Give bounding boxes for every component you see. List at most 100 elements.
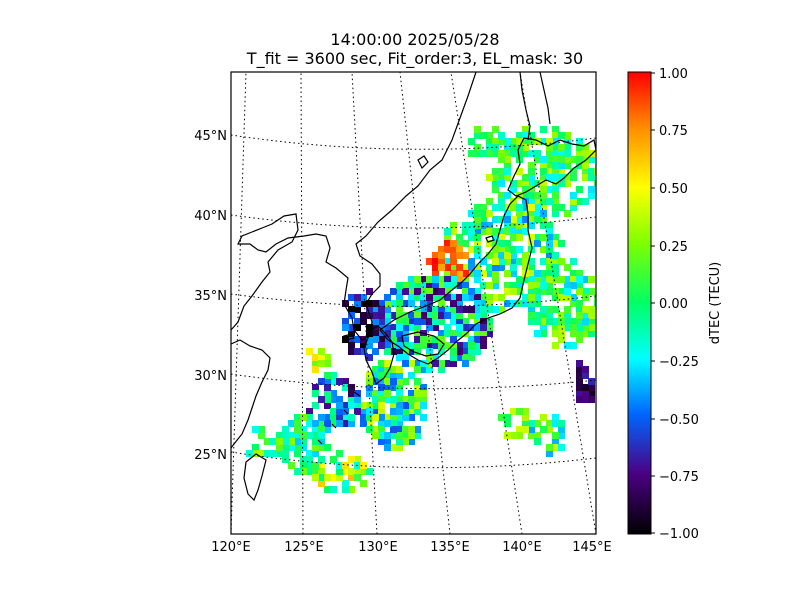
dtec-pixel [462,342,469,349]
dtec-pixel [540,198,547,205]
dtec-pixel [348,348,355,355]
dtec-pixel [540,162,547,169]
dtec-pixel [528,318,535,325]
lon-labels: 120°E 125°E 130°E 135°E 140°E 145°E [211,540,612,555]
dtec-pixel [360,480,367,487]
dtec-pixel [348,420,355,427]
dtec-pixel [552,264,559,271]
dtec-pixel [546,198,553,205]
dtec-pixel [354,318,361,325]
dtec-pixel [396,390,403,397]
dtec-pixel [576,324,583,331]
dtec-pixel [522,258,529,265]
dtec-pixel [564,324,571,331]
dtec-pixel [384,438,391,445]
dtec-pixel [498,174,505,181]
dtec-pixel [516,288,523,295]
dtec-pixel [564,180,571,187]
dtec-pixel [378,402,385,409]
dtec-pixel [480,312,487,319]
dtec-pixel [402,360,409,367]
dtec-pixel [522,216,529,223]
dtec-pixel [432,324,439,331]
dtec-pixel [552,342,559,349]
dtec-pixel [342,480,349,487]
dtec-pixel [492,216,499,223]
dtec-pixel [360,294,367,301]
dtec-pixel [546,264,553,271]
lat-label-30: 30°N [194,369,227,384]
dtec-pixel [372,432,379,439]
dtec-pixel [372,300,379,307]
dtec-pixel [414,432,421,439]
dtec-pixel [372,312,379,319]
dtec-pixel [474,228,481,235]
dtec-pixel [444,342,451,349]
dtec-pixel [336,396,343,403]
dtec-pixel [540,318,547,325]
dtec-pixel [414,402,421,409]
dtec-pixel [528,222,535,229]
dtec-pixel [378,318,385,325]
dtec-pixel [474,246,481,253]
dtec-pixel [342,378,349,385]
dtec-pixel [468,348,475,355]
dtec-pixel [534,276,541,283]
dtec-pixel [528,420,535,427]
dtec-pixel [378,366,385,373]
dtec-pixel [318,360,325,367]
dtec-pixel [456,234,463,241]
dtec-pixel [492,234,499,241]
dtec-pixel [324,426,331,433]
dtec-pixel [534,210,541,217]
dtec-pixel [252,444,259,451]
dtec-pixel [354,408,361,415]
dtec-pixel [426,336,433,343]
dtec-pixel [552,138,559,145]
dtec-pixel [414,408,421,415]
dtec-pixel [528,162,535,169]
dtec-pixel [546,168,553,175]
dtec-pixel [564,342,571,349]
dtec-pixel [468,234,475,241]
dtec-pixel [450,330,457,337]
dtec-pixel [390,384,397,391]
dtec-pixel [540,186,547,193]
dtec-pixel [582,384,589,391]
dtec-pixel [558,294,565,301]
dtec-pixel [528,270,535,277]
dtec-pixel [516,282,523,289]
dtec-pixel [408,348,415,355]
dtec-pixel [366,342,373,349]
dtec-pixel [516,228,523,235]
dtec-pixel [450,342,457,349]
dtec-pixel [582,324,589,331]
dtec-pixel [576,378,583,385]
dtec-pixel [474,276,481,283]
dtec-pixel [474,300,481,307]
dtec-pixel [534,180,541,187]
dtec-pixel [528,258,535,265]
dtec-pixel [582,174,589,181]
dtec-pixel [372,414,379,421]
dtec-pixel [582,150,589,157]
dtec-pixel [462,360,469,367]
dtec-pixel [582,144,589,151]
dtec-pixel [594,180,596,187]
dtec-pixel [336,450,343,457]
dtec-pixel [510,282,517,289]
dtec-pixel [438,282,445,289]
dtec-pixel [318,480,325,487]
dtec-pixel [540,138,547,145]
dtec-pixel [516,210,523,217]
dtec-pixel [510,198,517,205]
dtec-pixel [378,378,385,385]
coast-sakhalin [519,72,551,141]
dtec-pixel [378,396,385,403]
dtec-pixel [498,132,505,139]
dtec-pixel [306,450,313,457]
dtec-pixel [414,318,421,325]
dtec-pixel [498,264,505,271]
dtec-pixel [528,210,535,217]
dtec-pixel [552,294,559,301]
